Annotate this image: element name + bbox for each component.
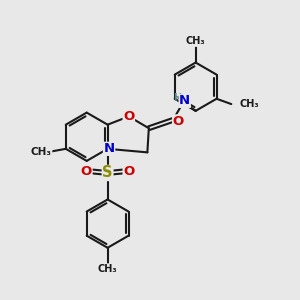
- Text: S: S: [102, 166, 113, 181]
- Text: H: H: [173, 93, 181, 103]
- Text: N: N: [103, 142, 115, 155]
- Text: CH₃: CH₃: [98, 264, 117, 274]
- Text: CH₃: CH₃: [31, 147, 52, 157]
- Text: CH₃: CH₃: [239, 99, 259, 109]
- Text: O: O: [81, 165, 92, 178]
- Text: CH₃: CH₃: [186, 36, 206, 46]
- Text: N: N: [179, 94, 190, 107]
- Text: O: O: [123, 110, 134, 123]
- Text: O: O: [123, 165, 134, 178]
- Text: O: O: [172, 115, 184, 128]
